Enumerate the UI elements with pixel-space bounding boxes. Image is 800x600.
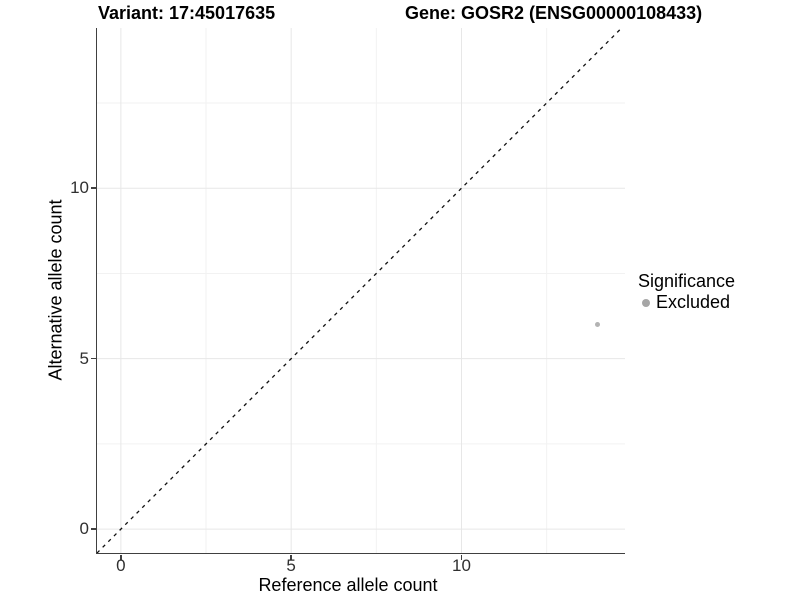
y-tick-label-5: 5 <box>79 348 89 368</box>
legend: Significance Excluded <box>638 271 735 312</box>
x-tick-label-5: 5 <box>286 556 296 575</box>
x-tick-mark-10 <box>460 554 463 560</box>
data-point-excluded <box>595 322 601 328</box>
plot-title-gene: Gene: GOSR2 (ENSG00000108433) <box>405 3 703 23</box>
legend-item-label: Excluded <box>656 292 731 312</box>
plot-canvas <box>96 28 625 553</box>
plot-title-variant: Variant: 17:45017635 <box>98 3 276 23</box>
x-tick-label-10: 10 <box>452 556 471 575</box>
y-tick-label-0: 0 <box>79 519 89 539</box>
x-tick-label-0: 0 <box>116 556 126 575</box>
y-tick-mark-0 <box>90 528 96 530</box>
plot-panel <box>95 28 625 554</box>
legend-title: Significance <box>638 271 736 291</box>
x-tick-mark-0 <box>120 554 122 560</box>
x-axis-title: Reference allele count <box>258 575 438 595</box>
identity-reference-line <box>96 28 622 553</box>
y-tick-mark-10 <box>90 187 96 189</box>
x-tick-mark-5 <box>290 554 292 560</box>
legend-point-swatch <box>642 298 650 307</box>
y-tick-mark-5 <box>90 357 96 360</box>
legend-item-excluded: Excluded <box>638 293 735 312</box>
y-tick-label-10: 10 <box>70 178 89 198</box>
